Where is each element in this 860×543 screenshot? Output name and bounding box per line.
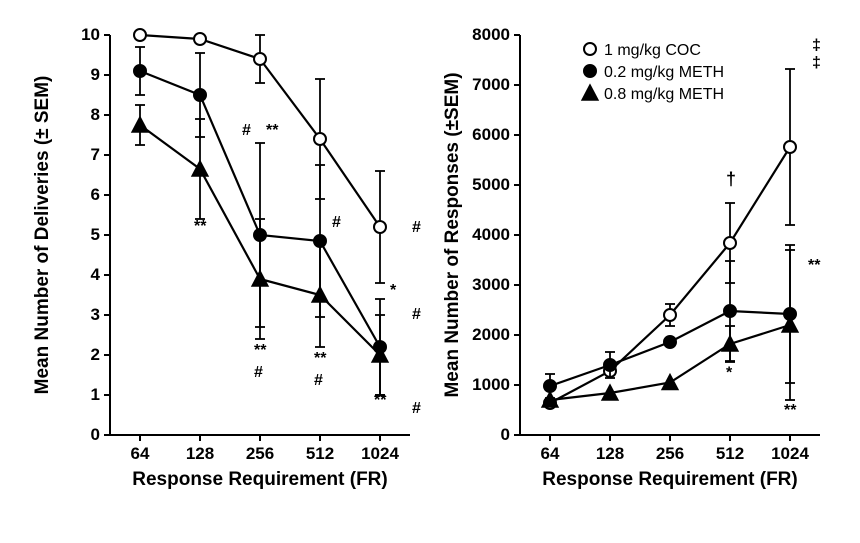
svg-text:#: # — [332, 214, 341, 231]
svg-text:Mean Number of Responses (±SEM: Mean Number of Responses (±SEM) — [442, 72, 463, 397]
svg-text:Response Requirement (FR): Response Requirement (FR) — [132, 469, 387, 490]
svg-text:#: # — [412, 219, 421, 236]
svg-text:**: ** — [784, 402, 797, 419]
svg-text:0.2 mg/kg METH: 0.2 mg/kg METH — [604, 64, 724, 81]
svg-text:#: # — [242, 122, 251, 139]
svg-text:7000: 7000 — [472, 75, 510, 94]
svg-text:#: # — [314, 372, 323, 389]
svg-text:1 mg/kg COC: 1 mg/kg COC — [604, 42, 701, 59]
svg-text:4000: 4000 — [472, 225, 510, 244]
svg-text:1024: 1024 — [771, 444, 809, 463]
svg-text:*: * — [390, 282, 397, 299]
svg-text:Mean Number of Deliveries (± S: Mean Number of Deliveries (± SEM) — [32, 76, 53, 395]
svg-text:7: 7 — [91, 145, 100, 164]
svg-text:‡: ‡ — [812, 55, 821, 72]
svg-text:2000: 2000 — [472, 325, 510, 344]
svg-text:6: 6 — [91, 185, 100, 204]
svg-text:**: ** — [266, 122, 279, 139]
svg-text:128: 128 — [186, 444, 214, 463]
svg-text:64: 64 — [541, 444, 560, 463]
svg-text:5: 5 — [91, 225, 100, 244]
svg-text:1024: 1024 — [361, 444, 399, 463]
svg-text:3: 3 — [91, 305, 100, 324]
svg-text:†: † — [726, 169, 736, 189]
svg-text:#: # — [254, 364, 263, 381]
svg-text:64: 64 — [131, 444, 150, 463]
svg-text:0: 0 — [501, 425, 510, 444]
svg-text:3000: 3000 — [472, 275, 510, 294]
svg-text:#: # — [412, 306, 421, 323]
svg-text:6000: 6000 — [472, 125, 510, 144]
svg-text:**: ** — [194, 218, 207, 235]
svg-text:9: 9 — [91, 65, 100, 84]
svg-text:**: ** — [254, 342, 267, 359]
svg-text:*: * — [726, 365, 733, 382]
chart-svg: 0 1 2 3 4 5 6 7 8 9 10 64 128 256 512 1024 Response Requ… — [0, 0, 860, 543]
svg-text:2: 2 — [91, 345, 100, 364]
svg-text:10: 10 — [81, 25, 100, 44]
svg-text:128: 128 — [596, 444, 624, 463]
svg-text:8: 8 — [91, 105, 100, 124]
svg-text:1000: 1000 — [472, 375, 510, 394]
svg-text:5000: 5000 — [472, 175, 510, 194]
svg-text:‡: ‡ — [812, 37, 821, 54]
svg-text:#: # — [412, 400, 421, 417]
svg-text:1: 1 — [91, 385, 100, 404]
svg-text:Response Requirement (FR): Response Requirement (FR) — [542, 469, 797, 490]
svg-text:**: ** — [808, 257, 821, 274]
svg-text:4: 4 — [91, 265, 101, 284]
svg-text:0.8 mg/kg METH: 0.8 mg/kg METH — [604, 86, 724, 103]
svg-text:512: 512 — [306, 444, 334, 463]
svg-text:0: 0 — [91, 425, 100, 444]
svg-text:8000: 8000 — [472, 25, 510, 44]
svg-text:**: ** — [374, 392, 387, 409]
svg-text:256: 256 — [656, 444, 684, 463]
figure-root: 0 1 2 3 4 5 6 7 8 9 10 64 128 256 512 1024 Response Requ… — [0, 0, 860, 543]
svg-text:256: 256 — [246, 444, 274, 463]
svg-text:512: 512 — [716, 444, 744, 463]
svg-text:**: ** — [314, 350, 327, 367]
